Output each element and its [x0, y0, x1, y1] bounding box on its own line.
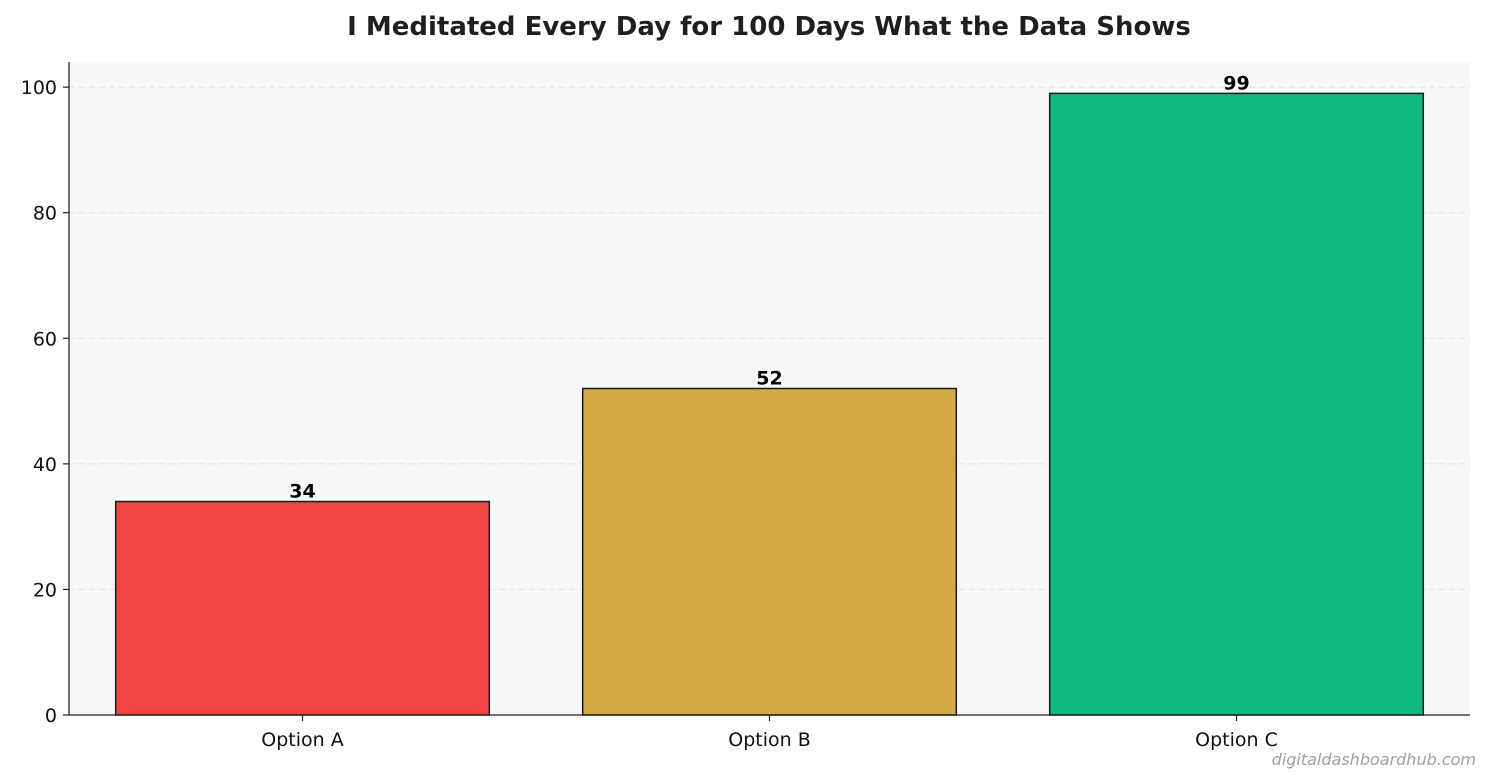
y-tick-label: 40	[33, 454, 57, 476]
bar-option-c	[1048, 92, 1425, 716]
data-label: 52	[756, 368, 782, 390]
y-tick-label: 20	[33, 579, 57, 601]
y-tick-label: 100	[21, 77, 57, 99]
data-label: 34	[289, 481, 315, 503]
y-ticks: 0 20 40 60 80 100	[21, 77, 69, 727]
bars	[114, 92, 1425, 716]
x-ticks: Option A Option B Option C	[261, 715, 1278, 751]
bar-option-b	[581, 387, 958, 716]
data-label: 99	[1223, 72, 1249, 94]
data-labels: 34 52 99	[289, 72, 1249, 502]
y-tick-label: 80	[33, 203, 57, 225]
bar-option-a	[114, 500, 491, 716]
chart-title: I Meditated Every Day for 100 Days What …	[347, 12, 1191, 42]
watermark: digitaldashboardhub.com	[1272, 750, 1476, 769]
x-tick-label: Option C	[1195, 729, 1278, 751]
y-tick-label: 60	[33, 328, 57, 350]
x-tick-label: Option A	[261, 729, 343, 751]
y-tick-label: 0	[45, 705, 57, 727]
x-tick-label: Option B	[728, 729, 811, 751]
